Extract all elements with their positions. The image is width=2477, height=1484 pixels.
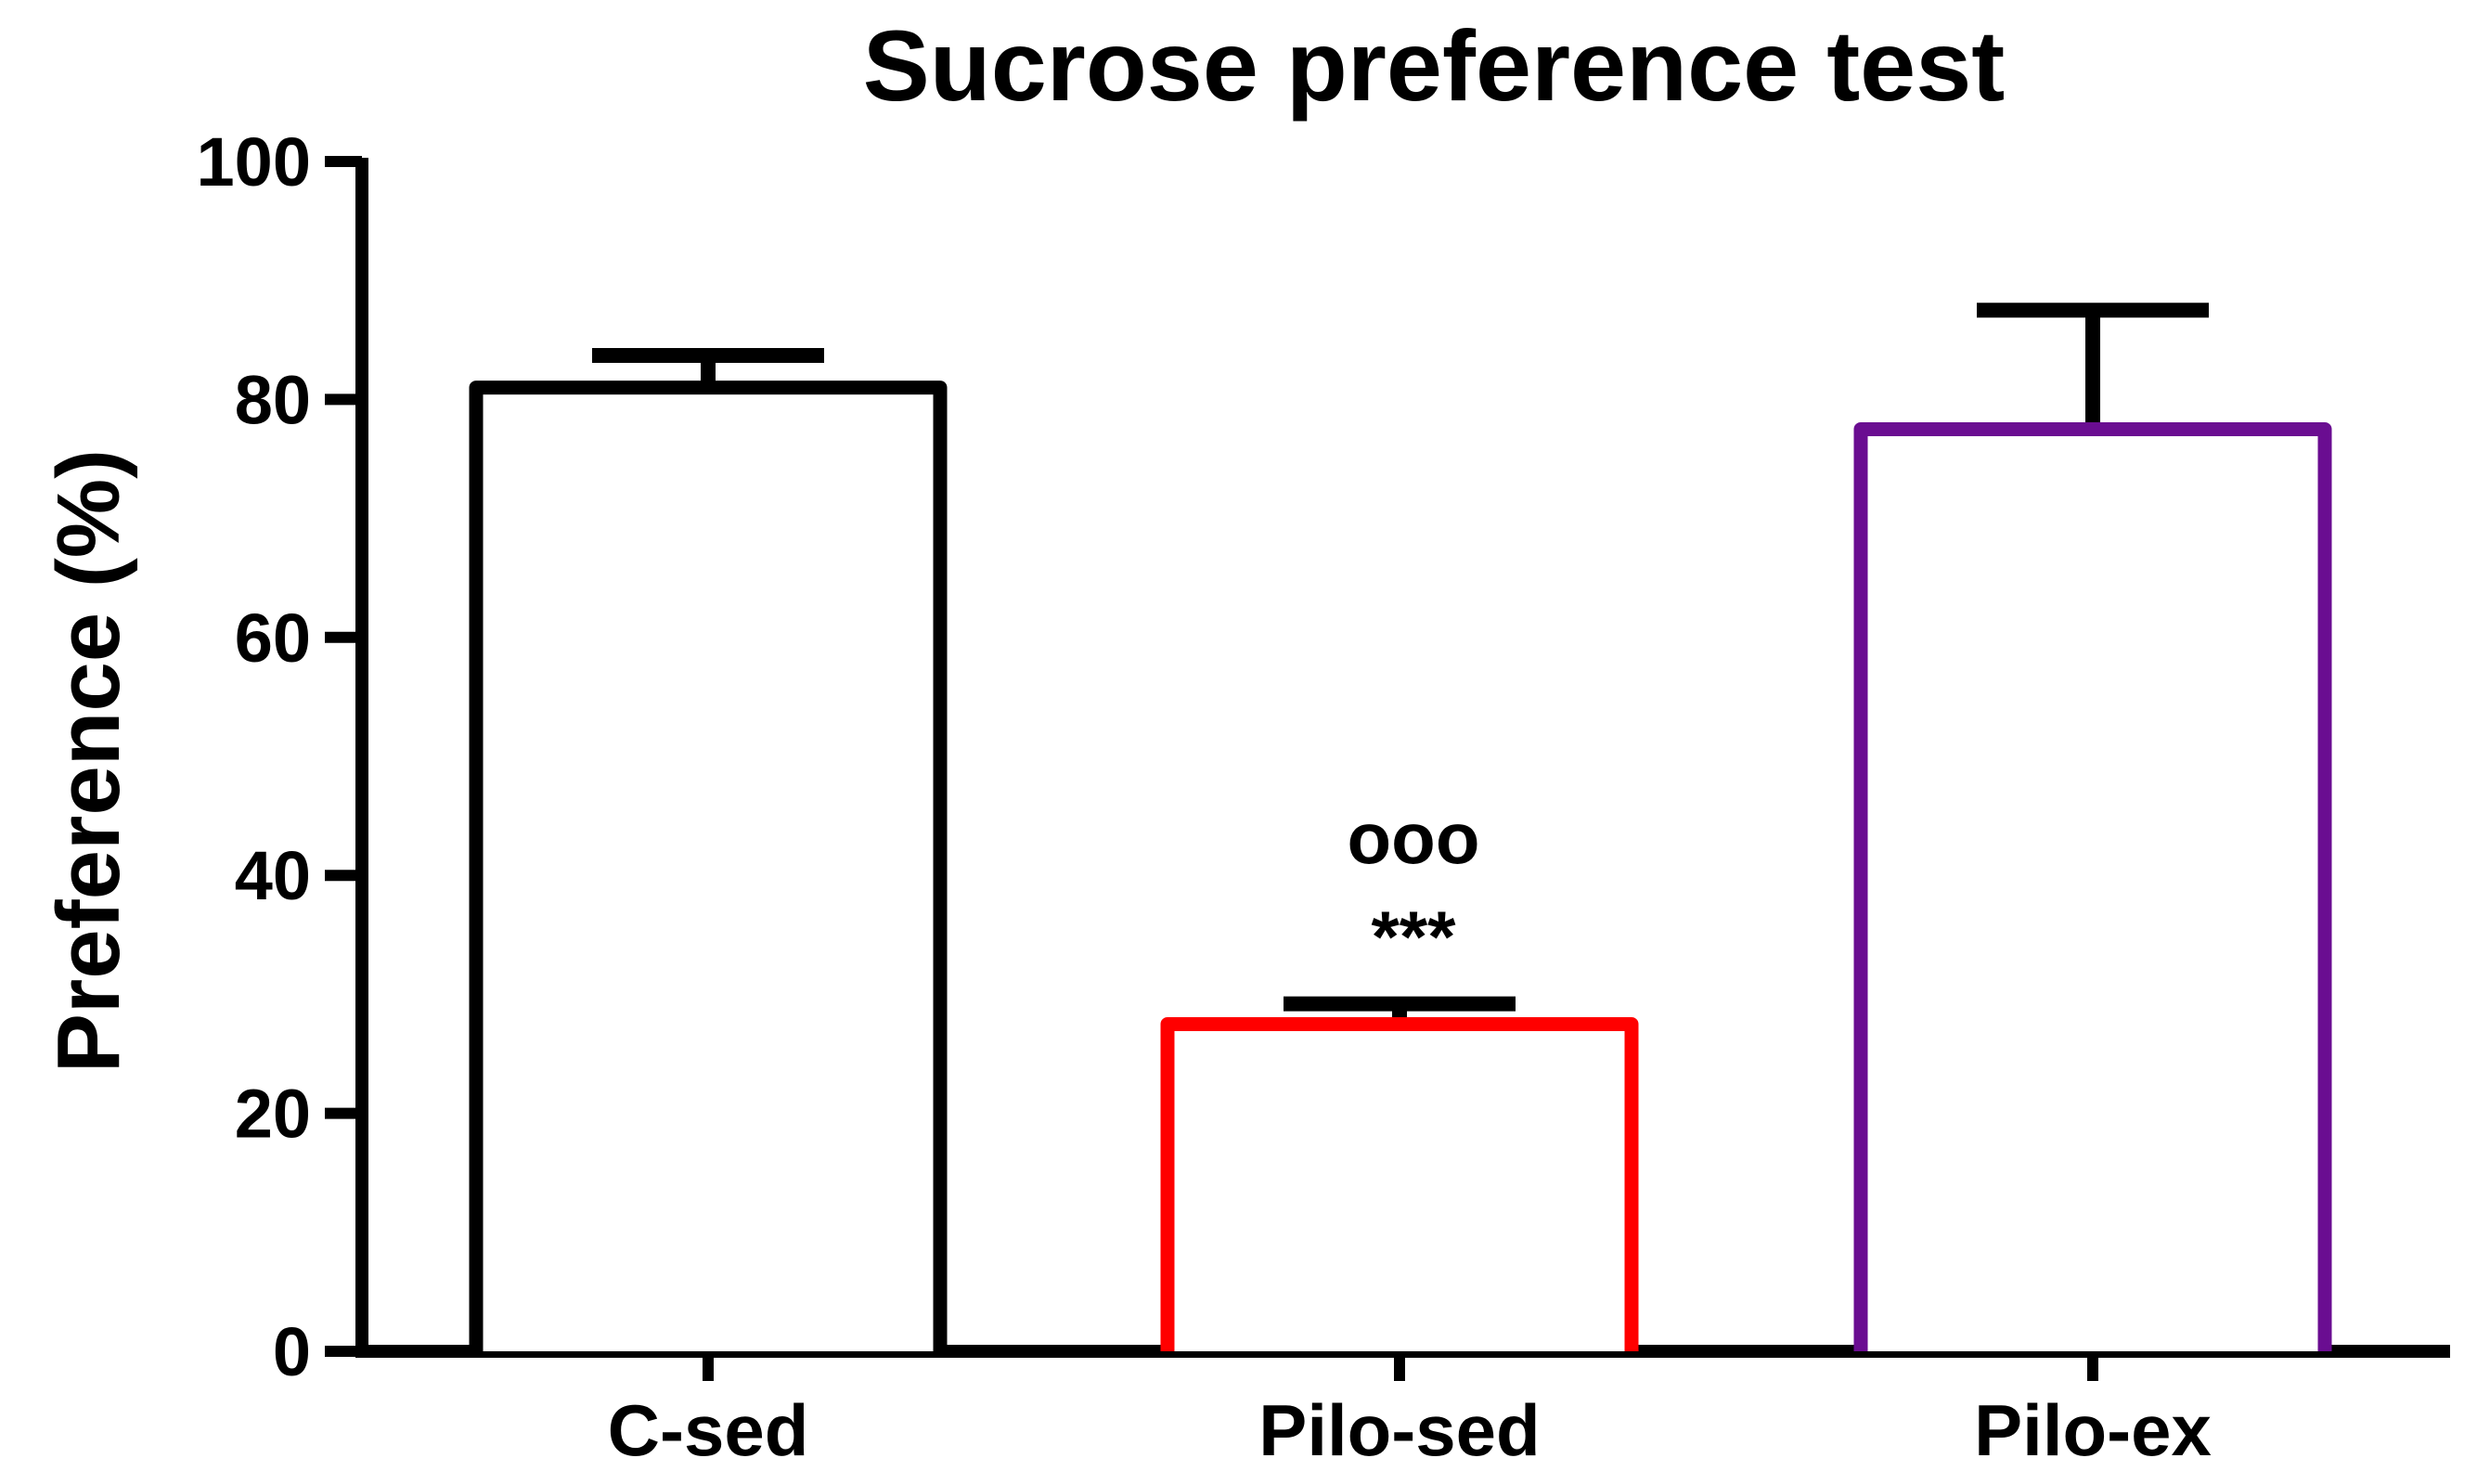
chart-title: Sucrose preference test <box>863 9 2006 122</box>
y-axis-ticks: 0 20 40 60 80 100 <box>197 123 362 1390</box>
y-tick-label: 40 <box>235 837 311 914</box>
bar-c-sed <box>469 381 948 1351</box>
significance-annotations: ooo *** <box>1348 797 1480 977</box>
y-tick-label: 100 <box>197 123 311 200</box>
y-tick-label: 0 <box>273 1313 311 1390</box>
significance-label: *** <box>1371 896 1456 977</box>
bars <box>469 303 2332 1351</box>
x-tick-label-pilo-sed: Pilo-sed <box>1258 1389 1540 1471</box>
y-tick-label: 20 <box>235 1076 311 1153</box>
x-axis-labels: C-sed Pilo-sed Pilo-ex <box>608 1351 2212 1471</box>
x-tick-label-pilo-ex: Pilo-ex <box>1974 1389 2212 1471</box>
y-axis-label: Preference (%) <box>39 449 138 1073</box>
bar-pilo-ex <box>1853 421 2332 1351</box>
y-tick-label: 80 <box>235 361 311 438</box>
y-tick-label: 60 <box>235 600 311 677</box>
bar-pilo-sed <box>1160 1016 1639 1351</box>
x-tick-label-c-sed: C-sed <box>608 1389 809 1471</box>
significance-label: ooo <box>1348 797 1480 879</box>
